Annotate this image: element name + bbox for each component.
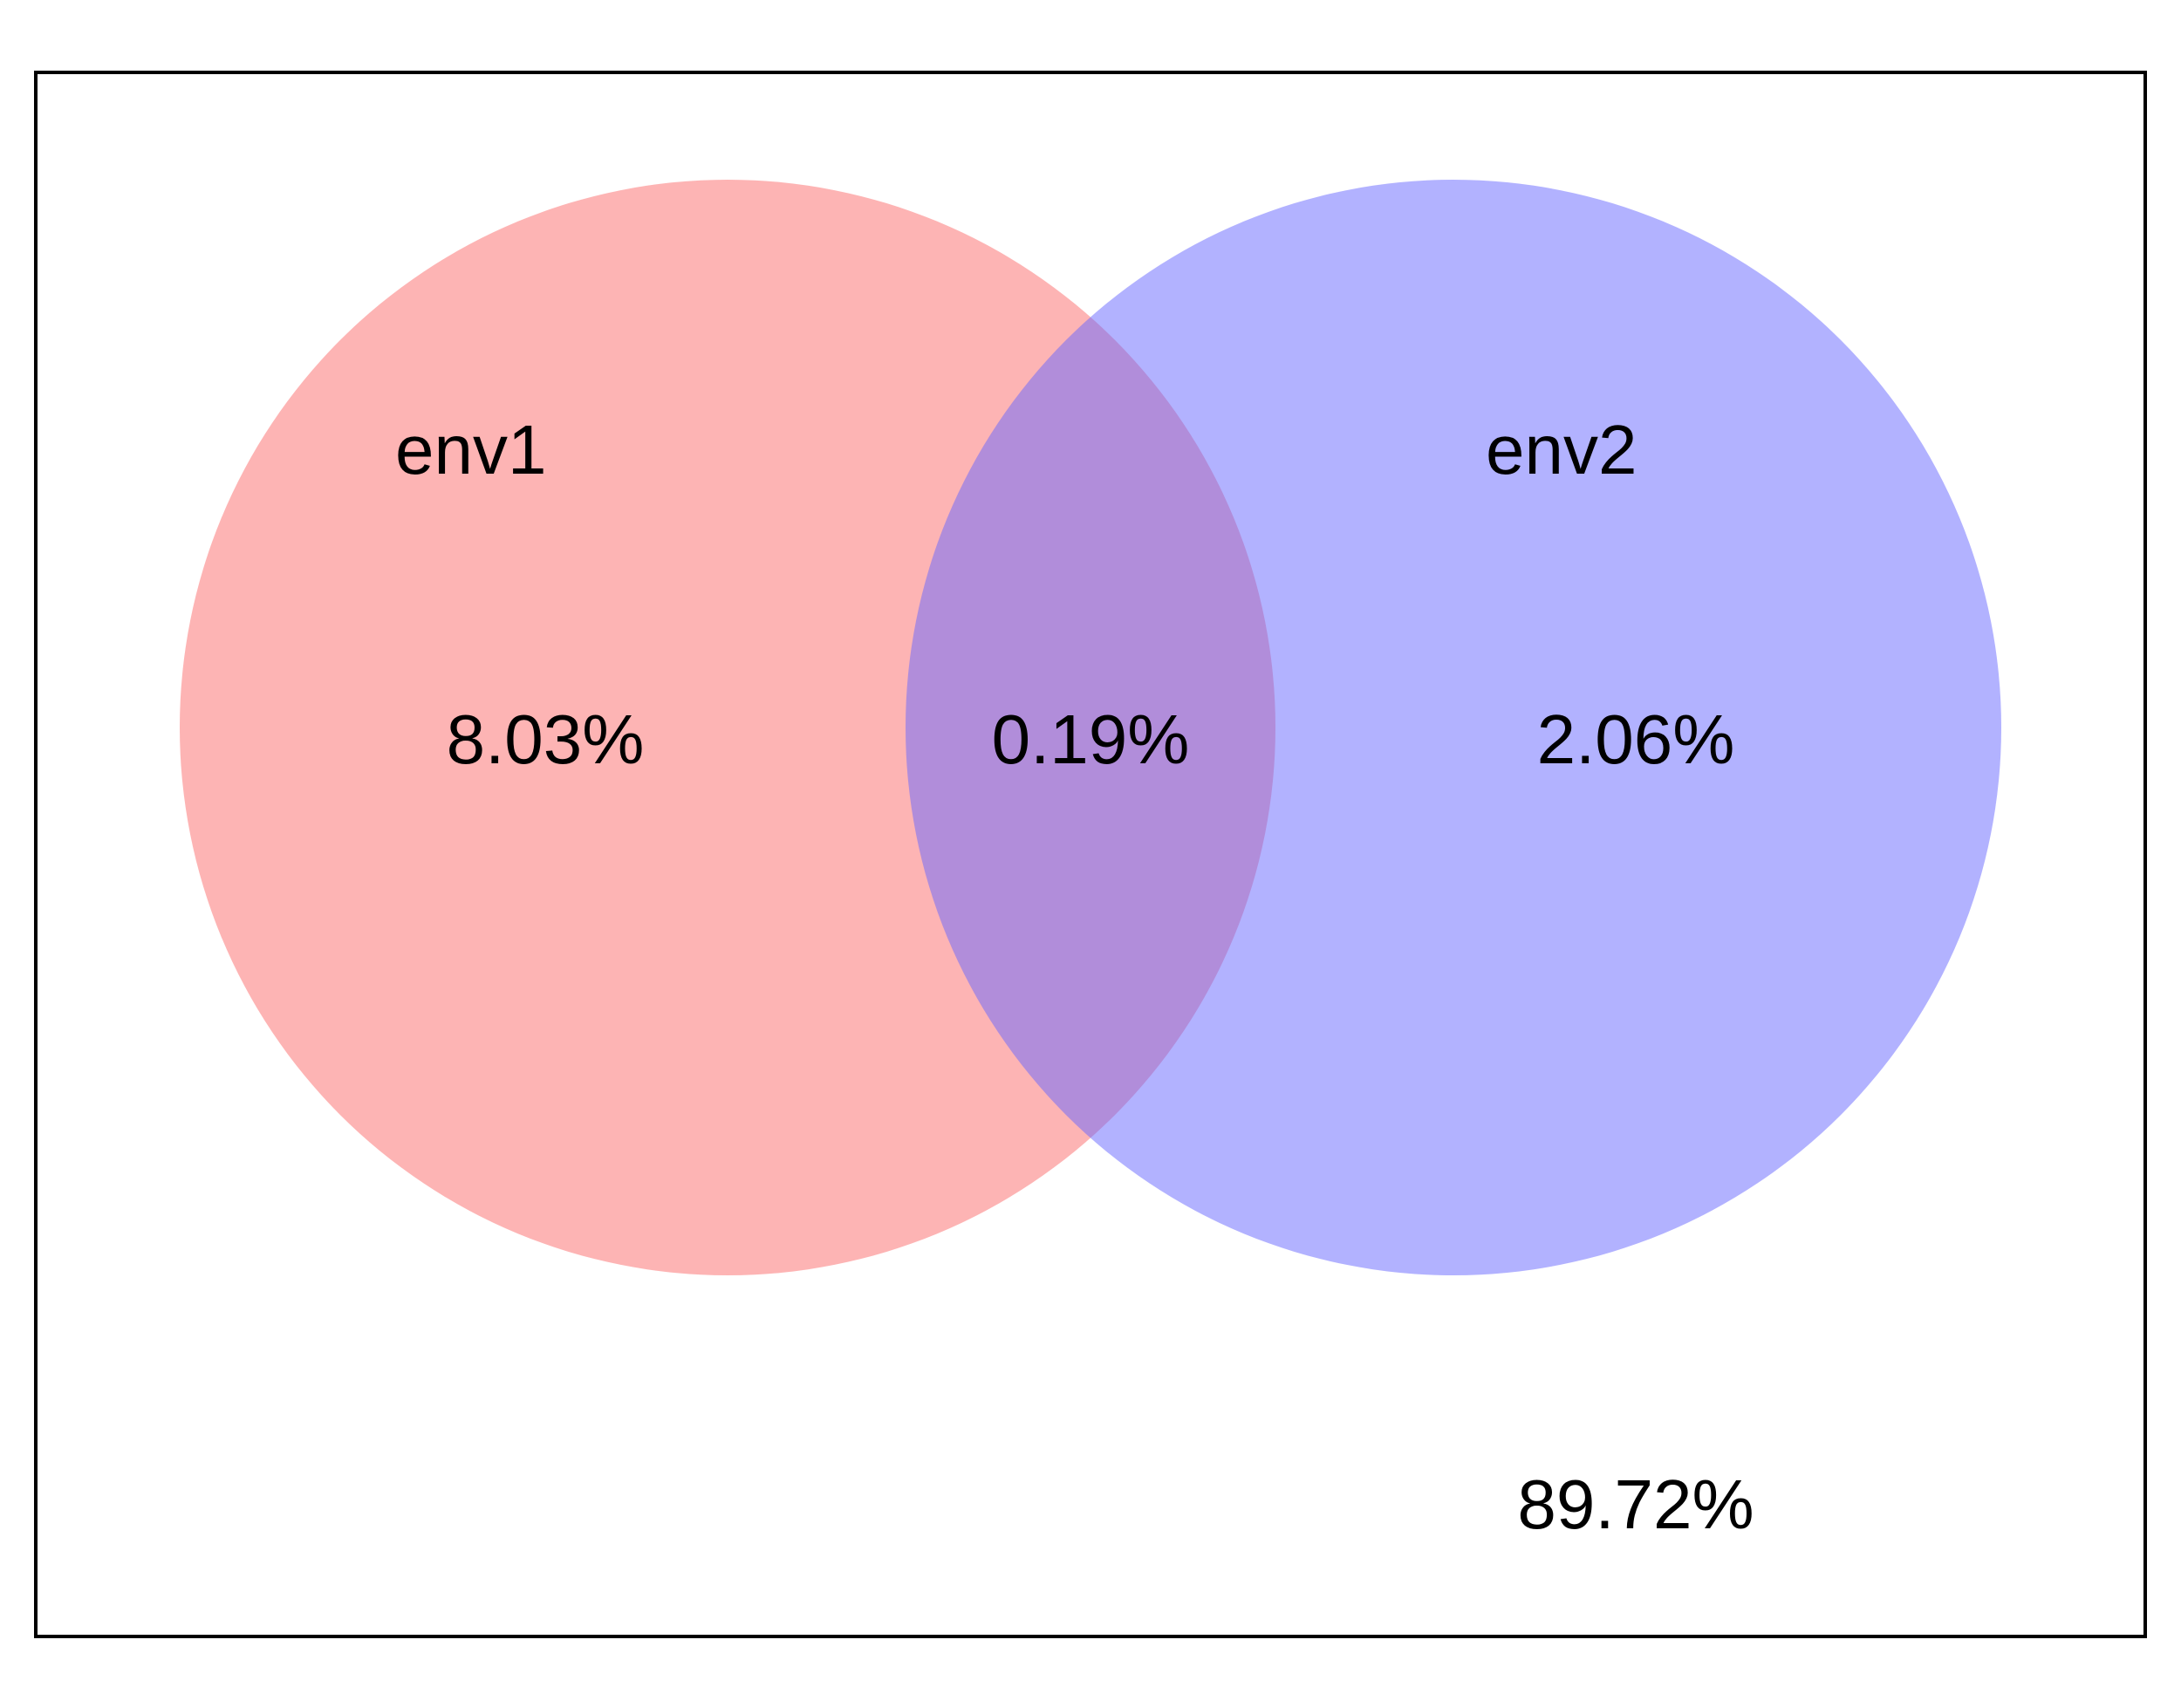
env2-circle (906, 180, 2001, 1275)
env2-only-value: 2.06% (1537, 700, 1735, 778)
intersection-value: 0.19% (992, 700, 1190, 778)
outside-value: 89.72% (1517, 1465, 1754, 1543)
env1-only-value: 8.03% (447, 700, 645, 778)
env2-label: env2 (1486, 411, 1637, 488)
env1-label: env1 (395, 411, 546, 488)
